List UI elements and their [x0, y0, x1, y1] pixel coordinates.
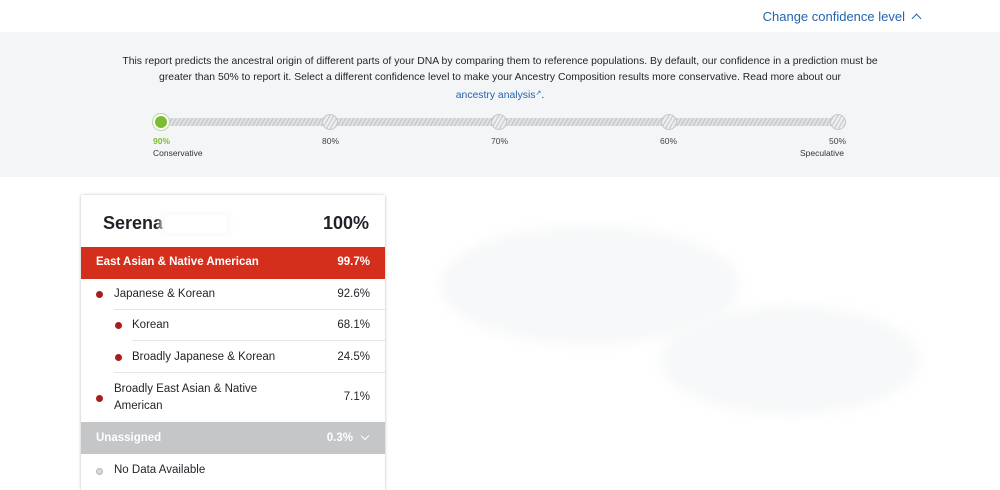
stop-label-50: 50% [829, 136, 847, 146]
total-percent: 100% [322, 213, 369, 233]
stop-label-70: 70% [491, 136, 509, 146]
row-divider [132, 340, 385, 341]
slider-stop-90[interactable] [153, 114, 169, 130]
unassigned-value: 0.3% [326, 432, 353, 444]
region-label: East Asian & Native American [96, 256, 259, 268]
region-value: 99.7% [337, 256, 370, 268]
no-data-dot [96, 468, 103, 475]
list-item-korean[interactable]: Korean 68.1% [81, 310, 385, 341]
chevron-up-icon [911, 13, 922, 23]
no-data-row: No Data Available [81, 454, 385, 490]
ancestry-analysis-link[interactable]: ancestry analysis↗︎ [455, 90, 542, 101]
confidence-slider[interactable] [153, 114, 846, 130]
list-item-broadly-east-asian-native-american[interactable]: Broadly East Asian & Native American 7.1… [81, 373, 385, 422]
population-label-line1: Broadly East Asian & Native [114, 383, 258, 395]
population-dot [115, 354, 122, 361]
ancestry-composition-card: Serena 100% East Asian & Native American… [81, 195, 385, 490]
population-label: Broadly Japanese & Korean [132, 351, 276, 363]
list-item-broadly-japanese-korean[interactable]: Broadly Japanese & Korean 24.5% [81, 341, 385, 373]
population-label-line2: American [114, 400, 163, 412]
population-dot [115, 322, 122, 329]
ancestry-map-area [400, 185, 1000, 490]
description-text: This report predicts the ancestral origi… [122, 56, 878, 83]
map-shape [660, 305, 920, 415]
stop-label-80: 80% [322, 136, 340, 146]
confidence-panel: This report predicts the ancestral origi… [0, 32, 1000, 177]
slider-stop-50[interactable] [830, 114, 846, 130]
population-value: 92.6% [337, 288, 370, 300]
card-header: Serena 100% [81, 195, 385, 247]
stop-sublabel-conservative: Conservative [153, 148, 203, 158]
description-period: . [541, 90, 545, 101]
row-divider [114, 309, 385, 310]
population-dot [96, 291, 103, 298]
population-value: 7.1% [343, 391, 370, 403]
row-divider [114, 372, 385, 373]
population-value: 24.5% [337, 351, 370, 363]
unassigned-label: Unassigned [96, 432, 162, 444]
external-link-icon: ↗︎ [535, 90, 542, 97]
list-item-japanese-korean[interactable]: Japanese & Korean 92.6% [81, 279, 385, 310]
population-dot [96, 395, 103, 402]
chevron-down-icon[interactable] [360, 431, 370, 441]
confidence-description: This report predicts the ancestral origi… [120, 54, 880, 104]
unassigned-row[interactable]: Unassigned 0.3% [81, 422, 385, 454]
stop-sublabel-speculative: Speculative [800, 148, 844, 158]
region-east-asian-native-american[interactable]: East Asian & Native American 99.7% [81, 247, 385, 279]
change-confidence-link[interactable]: Change confidence level [762, 6, 922, 26]
slider-stop-80[interactable] [322, 114, 338, 130]
person-name: Serena [103, 213, 164, 233]
stop-label-90: 90% [153, 136, 171, 146]
stop-label-60: 60% [660, 136, 678, 146]
no-data-label: No Data Available [114, 464, 206, 476]
population-label: Broadly East Asian & Native American [114, 381, 257, 415]
population-label: Korean [132, 319, 170, 331]
change-confidence-label: Change confidence level [762, 8, 905, 24]
slider-stop-60[interactable] [661, 114, 677, 130]
slider-stop-70[interactable] [491, 114, 507, 130]
population-value: 68.1% [337, 319, 370, 331]
name-redaction [165, 215, 227, 233]
population-label: Japanese & Korean [114, 288, 216, 300]
